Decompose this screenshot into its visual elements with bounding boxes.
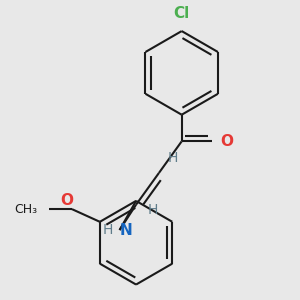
Text: Cl: Cl [174,6,190,21]
Text: CH₃: CH₃ [15,202,38,216]
Text: N: N [120,223,132,238]
Text: O: O [60,193,74,208]
Text: H: H [168,152,178,165]
Text: H: H [148,203,158,217]
Text: O: O [220,134,233,149]
Text: H: H [103,223,113,237]
